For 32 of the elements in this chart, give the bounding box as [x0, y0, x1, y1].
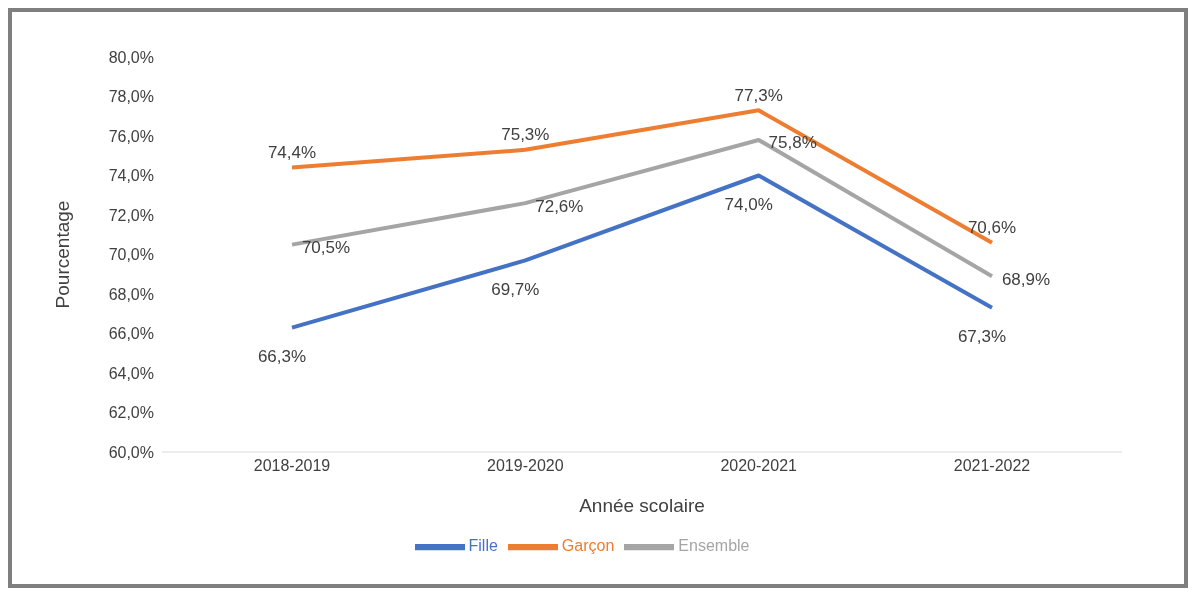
data-label: 74,4% [267, 143, 317, 163]
data-label: 70,5% [301, 238, 351, 258]
x-tick-label: 2021-2022 [953, 457, 1031, 475]
legend-label: Garçon [561, 537, 615, 555]
data-label: 67,3% [957, 327, 1007, 347]
y-tick-label: 78,0% [108, 88, 154, 106]
data-label: 70,6% [967, 218, 1017, 238]
x-axis-title: Année scolaire [579, 495, 705, 516]
data-label: 75,8% [768, 133, 817, 153]
y-tick-label: 60,0% [108, 443, 154, 461]
y-tick-label: 76,0% [108, 127, 154, 145]
y-tick-label: 64,0% [108, 364, 154, 382]
y-tick-label: 62,0% [108, 404, 154, 422]
legend-label: Ensemble [678, 537, 750, 555]
x-tick-label: 2018-2019 [253, 457, 331, 475]
y-tick-label: 72,0% [108, 206, 154, 224]
y-tick-label: 74,0% [108, 167, 154, 185]
x-tick-label: 2020-2021 [720, 457, 798, 475]
data-label: 75,3% [501, 125, 550, 145]
y-tick-label: 80,0% [108, 48, 154, 66]
y-axis-title: Pourcentage [51, 200, 73, 309]
y-tick-label: 66,0% [108, 325, 154, 343]
data-label: 72,6% [535, 196, 584, 216]
data-label: 66,3% [257, 347, 307, 367]
y-tick-label: 70,0% [108, 246, 154, 264]
data-label: 77,3% [734, 85, 783, 105]
x-tick-label: 2019-2020 [487, 457, 564, 475]
data-label: 68,9% [1001, 269, 1051, 289]
y-tick-label: 68,0% [108, 285, 154, 303]
legend-label: Fille [468, 537, 498, 555]
data-label: 69,7% [491, 279, 540, 299]
data-label: 74,0% [724, 194, 773, 214]
